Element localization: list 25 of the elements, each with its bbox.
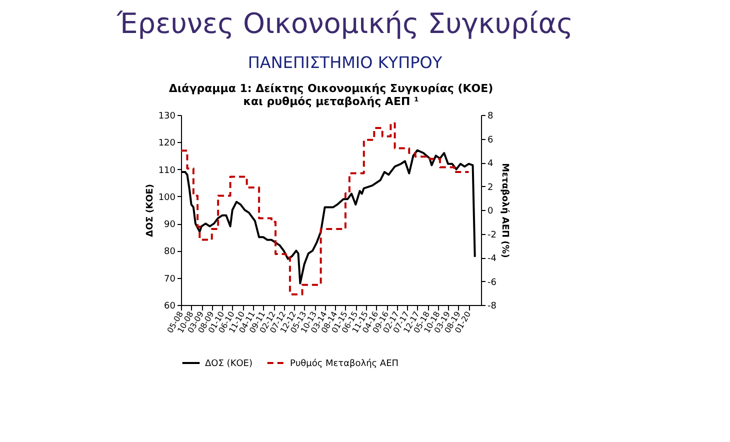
text: Έρευνες Οικονομικής Συγκυρίας [116,7,574,40]
y2-tick-label: 0 [488,206,494,216]
y2-tick-label: 6 [488,135,494,146]
y2-tick-label: 2 [488,182,494,193]
y-tick-label: 60 [164,302,176,312]
y2-axis-title: Μεταβολή ΑΕΠ (%) [499,163,510,258]
y-tick-label: 100 [158,192,176,203]
text: ΠΑΝΕΠΙΣΤΗΜΙΟ ΚΥΠΡΟΥ [248,53,442,72]
text: Διάγραμμα 1: Δείκτης Οικονομικής Συγκυρίας (ΚΟΕ) [168,82,494,95]
y2-tick-label: 8 [488,112,494,122]
y2-tick-label: -4 [488,254,497,264]
legend-label: Ρυθμός Μεταβολής ΑΕΠ [290,358,399,369]
y-tick-label: 120 [158,138,176,149]
y2-tick-label: 4 [488,159,494,169]
y-tick-label: 80 [164,247,176,258]
text: και ρυθμός μεταβολής ΑΕΠ ¹ [243,95,419,108]
y2-tick-label: -2 [488,230,496,240]
y2-tick-label: -6 [488,278,497,288]
legend-label: ΔΟΣ (ΚΟΕ) [205,359,252,369]
y-tick-label: 70 [164,274,176,284]
y-tick-label: 130 [158,112,176,122]
y-axis-title: ΔΟΣ (ΚΟΕ) [145,184,156,237]
y-tick-label: 110 [158,166,176,176]
y-tick-label: 90 [164,220,176,230]
y2-tick-label: -8 [488,302,497,312]
